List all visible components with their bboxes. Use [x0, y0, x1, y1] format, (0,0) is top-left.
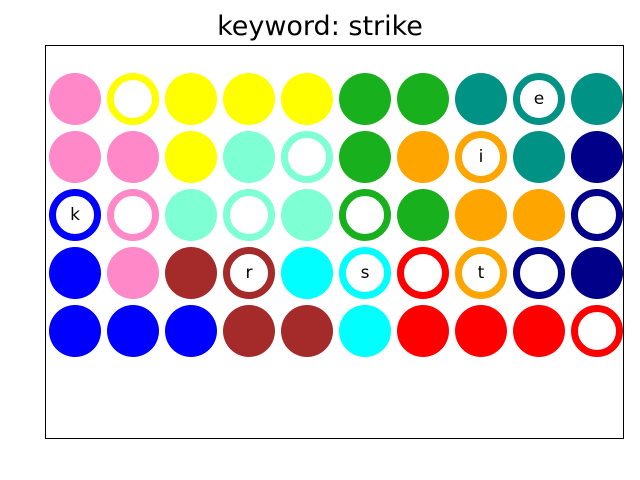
color-cell[interactable]	[281, 189, 333, 241]
color-cell[interactable]	[49, 73, 101, 125]
color-cell[interactable]	[165, 305, 217, 357]
color-cell[interactable]	[281, 247, 333, 299]
letter-cell[interactable]: r	[223, 247, 275, 299]
cell-letter: r	[245, 262, 253, 283]
color-cell[interactable]	[49, 305, 101, 357]
color-cell[interactable]	[281, 73, 333, 125]
color-cell[interactable]	[397, 305, 449, 357]
cell-letter: s	[360, 262, 370, 283]
color-cell[interactable]	[339, 189, 391, 241]
color-cell[interactable]	[397, 73, 449, 125]
color-cell[interactable]	[571, 73, 623, 125]
color-cell[interactable]	[571, 305, 623, 357]
color-cell[interactable]	[339, 73, 391, 125]
color-cell[interactable]	[223, 305, 275, 357]
color-cell[interactable]	[165, 189, 217, 241]
letter-cell[interactable]: t	[455, 247, 507, 299]
color-cell[interactable]	[397, 131, 449, 183]
color-cell[interactable]	[397, 189, 449, 241]
color-cell[interactable]	[49, 131, 101, 183]
color-cell[interactable]	[165, 73, 217, 125]
color-cell[interactable]	[107, 189, 159, 241]
letter-cell[interactable]: i	[455, 131, 507, 183]
cell-letter: i	[478, 146, 484, 167]
letter-cell[interactable]: k	[49, 189, 101, 241]
puzzle-title: keyword: strike	[217, 11, 423, 42]
game-board: e i k r s t	[45, 45, 624, 439]
color-cell[interactable]	[455, 189, 507, 241]
cell-letter: k	[70, 204, 80, 225]
color-cell[interactable]	[513, 247, 565, 299]
color-cell[interactable]	[223, 131, 275, 183]
letter-cell[interactable]: s	[339, 247, 391, 299]
color-cell[interactable]	[455, 305, 507, 357]
color-cell[interactable]	[281, 305, 333, 357]
color-cell[interactable]	[571, 131, 623, 183]
color-cell[interactable]	[571, 247, 623, 299]
color-cell[interactable]	[339, 131, 391, 183]
color-cell[interactable]	[339, 305, 391, 357]
cell-letter: t	[477, 262, 485, 283]
color-cell[interactable]	[107, 247, 159, 299]
color-cell[interactable]	[571, 189, 623, 241]
color-cell[interactable]	[397, 247, 449, 299]
color-cell[interactable]	[165, 131, 217, 183]
color-cell[interactable]	[165, 247, 217, 299]
letter-cell[interactable]: e	[513, 73, 565, 125]
color-cell[interactable]	[107, 73, 159, 125]
color-cell[interactable]	[223, 189, 275, 241]
color-cell[interactable]	[455, 73, 507, 125]
color-cell[interactable]	[513, 189, 565, 241]
color-cell[interactable]	[49, 247, 101, 299]
color-cell[interactable]	[107, 305, 159, 357]
color-cell[interactable]	[513, 305, 565, 357]
color-cell[interactable]	[107, 131, 159, 183]
cell-letter: e	[533, 88, 545, 109]
color-cell[interactable]	[281, 131, 333, 183]
color-cell[interactable]	[223, 73, 275, 125]
color-cell[interactable]	[513, 131, 565, 183]
